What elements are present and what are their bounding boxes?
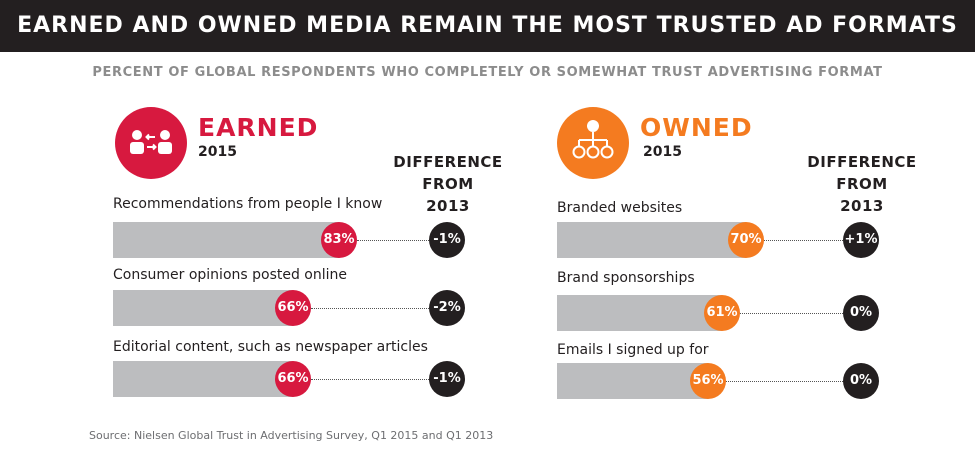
difference-header-line: 2013: [840, 197, 884, 215]
owned-difference-header: DIFFERENCE FROM 2013: [797, 151, 927, 217]
owned-heading: OWNED: [640, 113, 753, 142]
earned-heading: EARNED: [198, 113, 319, 142]
owned-category-label: Emails I signed up for: [557, 342, 709, 358]
owned-difference-label: 0%: [843, 363, 879, 399]
difference-header-line: DIFFERENCE: [807, 153, 917, 171]
earned-connector-line: [311, 379, 429, 380]
earned-bar: [113, 361, 293, 397]
owned-connector-line: [740, 313, 843, 314]
owned-difference-label: 0%: [843, 295, 879, 331]
earned-category-label: Recommendations from people I know: [113, 196, 383, 212]
earned-difference-label: -1%: [429, 361, 465, 397]
owned-value-label: 61%: [704, 295, 740, 331]
owned-value-label: 56%: [690, 363, 726, 399]
earned-value-label: 66%: [275, 290, 311, 326]
earned-bar: [113, 290, 293, 326]
earned-value-label: 83%: [321, 222, 357, 258]
org-chart-icon: [557, 107, 629, 179]
difference-header-line: 2013: [426, 197, 470, 215]
difference-header-line: DIFFERENCE: [393, 153, 503, 171]
owned-category-label: Branded websites: [557, 200, 683, 216]
earned-connector-line: [311, 308, 429, 309]
difference-header-line: FROM: [836, 175, 888, 193]
earned-difference-label: -2%: [429, 290, 465, 326]
earned-category-label: Editorial content, such as newspaper art…: [113, 339, 428, 355]
earned-bar: [113, 222, 339, 258]
owned-value-label: 70%: [728, 222, 764, 258]
chart-title: EARNED AND OWNED MEDIA REMAIN THE MOST T…: [0, 0, 975, 52]
earned-category-label: Consumer opinions posted online: [113, 267, 348, 283]
owned-bar: [557, 363, 708, 399]
owned-difference-label: +1%: [843, 222, 879, 258]
owned-bar: [557, 222, 746, 258]
owned-year: 2015: [643, 144, 682, 160]
owned-connector-line: [764, 240, 843, 241]
earned-difference-header: DIFFERENCE FROM 2013: [383, 151, 513, 217]
earned-value-label: 66%: [275, 361, 311, 397]
owned-connector-line: [726, 381, 843, 382]
source-note: Source: Nielsen Global Trust in Advertis…: [89, 429, 494, 442]
owned-category-label: Brand sponsorships: [557, 270, 695, 286]
earned-difference-label: -1%: [429, 222, 465, 258]
earned-connector-line: [357, 240, 429, 241]
earned-year: 2015: [198, 144, 237, 160]
chart-subtitle: PERCENT OF GLOBAL RESPONDENTS WHO COMPLE…: [92, 65, 883, 80]
people-exchange-icon: [115, 107, 187, 179]
difference-header-line: FROM: [422, 175, 474, 193]
owned-bar: [557, 295, 722, 331]
